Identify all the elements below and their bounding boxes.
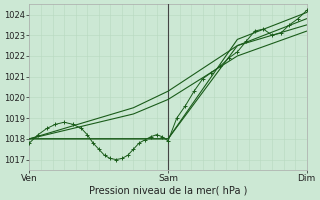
X-axis label: Pression niveau de la mer( hPa ): Pression niveau de la mer( hPa ) bbox=[89, 186, 247, 196]
